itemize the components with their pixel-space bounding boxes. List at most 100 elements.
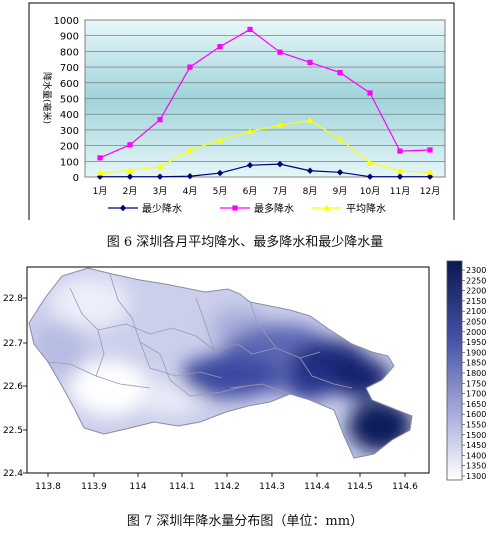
series-line: [99, 119, 431, 174]
lat-tick-label: 22.4: [3, 469, 23, 479]
x-tick-label: 12月: [420, 186, 440, 197]
y-tick-label: 0: [73, 173, 79, 184]
data-point: [366, 159, 374, 166]
y-tick-label: 200: [60, 142, 79, 153]
lon-tick-label: 114.2: [214, 482, 240, 492]
data-point: [216, 169, 224, 177]
data-point: [276, 160, 284, 168]
figure-6-caption: 图 6 深圳各月平均降水、最多降水和最少降水量: [106, 235, 384, 250]
x-tick-label: 1月: [93, 186, 108, 197]
data-point: [126, 173, 134, 180]
x-tick-label: 4月: [183, 186, 198, 197]
y-axis-label: 降水量(毫米): [41, 72, 53, 124]
data-point: [396, 173, 404, 180]
x-tick-label: 8月: [303, 186, 318, 197]
colorbar-tick-label: 1400: [466, 451, 486, 460]
lon-tick-label: 114: [129, 482, 146, 492]
x-tick-label: 7月: [273, 186, 288, 197]
lon-tick-label: 114.4: [304, 482, 330, 492]
colorbar-tick-label: 1600: [466, 410, 486, 419]
colorbar-tick-label: 1900: [466, 348, 486, 357]
x-tick-label: 6月: [243, 186, 258, 197]
colorbar-tick-label: 2200: [466, 287, 486, 296]
data-point: [246, 162, 254, 169]
data-point: [96, 169, 104, 176]
lon-tick-label: 114.3: [259, 482, 285, 492]
data-point: [157, 117, 163, 123]
data-point: [307, 59, 313, 65]
data-point: [306, 117, 314, 124]
data-point: [186, 173, 194, 180]
y-tick-label: 800: [60, 47, 79, 58]
colorbar-tick-label: 2250: [466, 276, 486, 285]
x-tick-label: 3月: [153, 186, 168, 197]
data-point: [127, 142, 133, 148]
legend-label: 平均降水: [346, 202, 386, 215]
y-tick-label: 500: [60, 95, 79, 106]
lon-tick-label: 113.9: [81, 482, 107, 492]
colorbar-tick-label: 1550: [466, 421, 486, 430]
series-line: [99, 28, 431, 159]
colorbar-tick-label: 1850: [466, 359, 486, 368]
lon-tick-label: 114.1: [169, 482, 195, 492]
data-point: [426, 168, 434, 175]
x-tick-label: 11月: [390, 186, 410, 197]
y-tick-label: 900: [60, 32, 79, 43]
data-point: [427, 147, 433, 153]
data-point: [396, 167, 404, 174]
figure-7-caption: 图 7 深圳年降水量分布图（单位：mm）: [126, 514, 364, 529]
x-tick-label: 10月: [360, 186, 380, 197]
colorbar-tick-label: 1950: [466, 338, 486, 347]
legend-marker: [119, 204, 127, 212]
colorbar-tick-label: 2050: [466, 318, 486, 327]
data-point: [426, 173, 434, 180]
y-tick-label: 700: [60, 63, 79, 74]
data-point: [336, 169, 344, 176]
colorbar-tick-label: 1700: [466, 390, 486, 399]
x-tick-label: 9月: [333, 186, 348, 197]
legend-marker: [323, 204, 331, 211]
colorbar-tick-label: 1650: [466, 400, 486, 409]
colorbar-tick-label: 2000: [466, 328, 486, 337]
data-point: [276, 121, 284, 128]
colorbar-tick-label: 1450: [466, 441, 486, 450]
data-point: [126, 167, 134, 174]
colorbar-tick-label: 2100: [466, 307, 486, 316]
colorbar-tick-label: 2300: [466, 266, 486, 275]
district-boundaries: [28, 267, 413, 459]
lon-tick-label: 114.6: [392, 482, 418, 492]
data-point: [306, 167, 314, 174]
data-point: [397, 148, 403, 154]
x-tick-label: 5月: [213, 186, 228, 197]
series-line: [100, 163, 430, 178]
precipitation-line-chart: 0 100 200 300 400 500 600 700 800 900 1000 1月 2月 3月 4…: [28, 2, 455, 220]
lat-tick-label: 22.6: [3, 382, 23, 392]
data-point: [277, 49, 283, 55]
legend-label: 最少降水: [142, 202, 182, 215]
x-tick-label: 2月: [123, 186, 138, 197]
colorbar-tick-label: 1800: [466, 369, 486, 378]
data-point: [366, 173, 374, 180]
rainfall-distribution-map: 113.8 113.9 114 114.1 114.2 114.3 114.4 114.5 11…: [3, 260, 486, 492]
lon-tick-label: 113.8: [35, 482, 61, 492]
data-point: [156, 173, 164, 180]
lat-tick-label: 22.7: [3, 339, 23, 349]
data-point: [246, 128, 254, 135]
lon-tick-label: 114.5: [347, 482, 373, 492]
y-tick-label: 600: [60, 79, 79, 90]
colorbar-tick-label: 1750: [466, 379, 486, 388]
y-tick-label: 1000: [54, 16, 79, 27]
data-point: [367, 90, 373, 96]
legend-label: 最多降水: [254, 202, 294, 215]
y-tick-label: 100: [60, 157, 79, 168]
data-point: [336, 135, 344, 142]
legend-marker: [232, 205, 238, 211]
data-point: [156, 163, 164, 170]
data-point: [337, 69, 343, 76]
data-point: [97, 155, 103, 161]
data-point: [187, 64, 193, 70]
lat-tick-label: 22.8: [3, 294, 23, 304]
colorbar-tick-label: 1350: [466, 462, 486, 471]
y-tick-label: 400: [60, 110, 79, 121]
